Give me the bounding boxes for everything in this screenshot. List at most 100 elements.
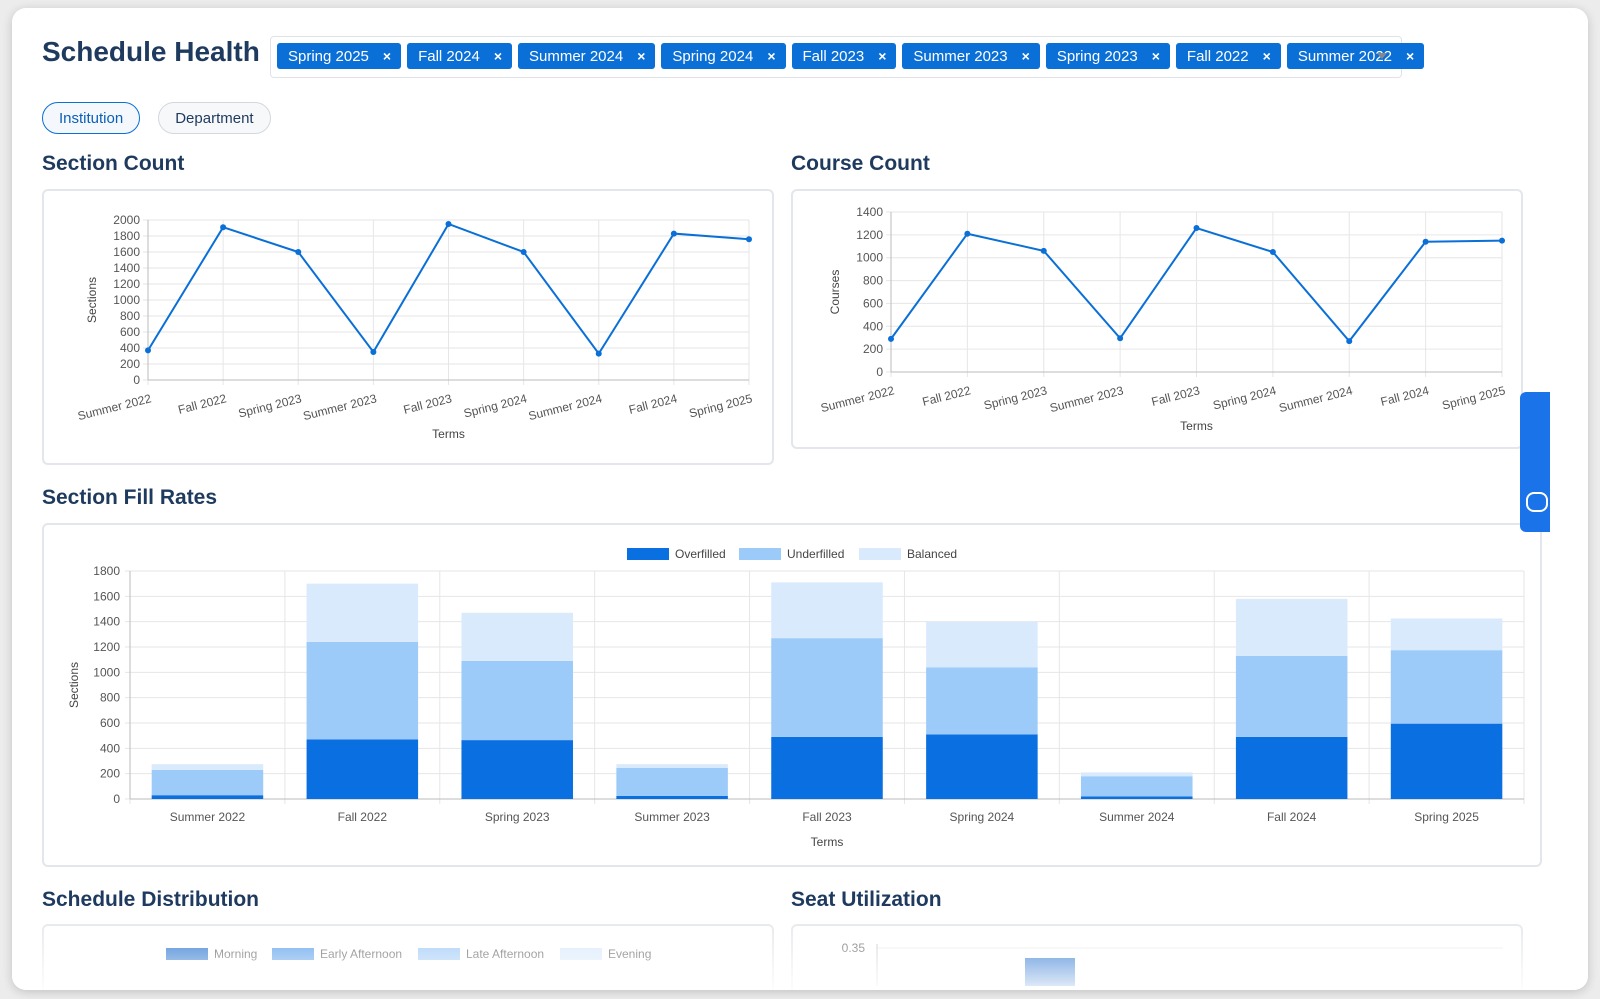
term-chip[interactable]: Fall 2022 × — [1175, 43, 1281, 69]
data-point — [520, 249, 527, 255]
bar-overfilled — [151, 795, 264, 799]
bar-underfilled — [1235, 655, 1348, 737]
x-tick-label: Spring 2024 — [950, 810, 1015, 824]
close-icon[interactable]: × — [767, 48, 776, 64]
term-chip[interactable]: Spring 2025 × — [277, 43, 402, 69]
bar-balanced — [616, 764, 728, 768]
bar-series — [1025, 958, 1075, 986]
x-tick-label: Summer 2023 — [302, 391, 379, 423]
y-tick-label: 1600 — [113, 245, 140, 259]
y-tick-label: 800 — [120, 309, 140, 323]
data-point — [220, 224, 227, 231]
term-chip[interactable]: Summer 2023 × — [902, 43, 1040, 69]
data-point — [445, 221, 452, 227]
y-tick-label: 200 — [100, 767, 120, 781]
legend-label: Underfilled — [787, 547, 844, 561]
y-tick-label: 600 — [863, 296, 883, 310]
x-axis-title: Terms — [432, 427, 465, 441]
term-filter[interactable]: Spring 2025 × Fall 2024 × Summer 2024 × Spring… — [270, 36, 1425, 78]
y-tick-label: 1400 — [93, 615, 120, 629]
bar-overfilled — [771, 736, 883, 799]
bar-overfilled — [926, 734, 1038, 799]
data-point — [1193, 225, 1200, 231]
bar-balanced — [1390, 618, 1503, 651]
scope-toggle: Institution Department — [42, 102, 271, 134]
term-chip[interactable]: Spring 2024 × — [661, 43, 786, 69]
y-tick-label: 800 — [100, 691, 120, 705]
bar-underfilled — [461, 660, 573, 741]
legend-label: Late Afternoon — [466, 947, 544, 961]
bar-balanced — [151, 764, 264, 770]
close-icon[interactable]: × — [1021, 48, 1030, 64]
data-point — [1499, 237, 1505, 244]
bar-overfilled — [1235, 736, 1348, 799]
x-tick-label: Summer 2022 — [170, 810, 246, 824]
legend-swatch — [739, 548, 781, 560]
term-chip-list: Spring 2025 × Fall 2024 × Summer 2024 × Spring… — [277, 43, 1425, 69]
term-chip[interactable]: Fall 2024 × — [407, 43, 512, 69]
bar-balanced — [461, 612, 573, 661]
x-tick-label: Summer 2024 — [1277, 383, 1354, 415]
bar-overfilled — [306, 739, 419, 799]
y-tick-label: 1800 — [113, 229, 140, 243]
x-tick-label: Fall 2022 — [921, 383, 973, 409]
y-tick-label: 1000 — [856, 251, 883, 265]
fill-rates-card: 0 200 400 600 800 1000 1200 1400 1600 1800 Summer … — [42, 523, 1542, 867]
close-icon[interactable]: × — [1151, 48, 1160, 64]
close-icon[interactable]: × — [1406, 48, 1415, 64]
y-axis-title: Sections — [85, 277, 99, 323]
close-icon[interactable]: × — [637, 48, 646, 64]
x-tick-label: Summer 2024 — [527, 391, 604, 423]
term-chip-label: Summer 2023 — [913, 47, 1008, 65]
term-chip[interactable]: Spring 2023 × — [1045, 43, 1170, 69]
schedule-distribution-title: Schedule Distribution — [42, 888, 260, 911]
department-button[interactable]: Department — [158, 102, 271, 134]
feedback-tab[interactable] — [1520, 392, 1550, 532]
term-chip-label: Summer 2024 — [529, 47, 624, 65]
section-count-chart: 0 200 400 600 800 1000 1200 1400 1600 1800 2000 Sum… — [76, 213, 754, 441]
course-count-title: Course Count — [791, 152, 930, 175]
data-point — [1040, 247, 1047, 254]
institution-button[interactable]: Institution — [42, 102, 141, 134]
term-chip[interactable]: Summer 2022 × — [1286, 43, 1425, 69]
section-count-card: 0 200 400 600 800 1000 1200 1400 1600 1800 2000 Sum… — [42, 189, 774, 465]
y-tick-label: 800 — [863, 274, 883, 288]
close-icon[interactable]: × — [878, 48, 887, 64]
schedule-distribution-chart: Morning Early Afternoon Late Afternoon Even… — [166, 947, 651, 961]
term-chip[interactable]: Summer 2024 × — [518, 43, 656, 69]
x-tick-label: Spring 2024 — [462, 391, 528, 420]
close-icon[interactable]: × — [1262, 48, 1271, 64]
y-tick-label: 0 — [133, 373, 140, 387]
legend-label: Morning — [214, 947, 257, 961]
y-tick-label: 200 — [863, 342, 883, 356]
close-icon[interactable]: × — [493, 48, 502, 64]
y-tick-label: 0.35 — [842, 941, 866, 955]
bar-balanced — [1081, 772, 1193, 777]
x-tick-label: Fall 2022 — [177, 391, 229, 417]
x-tick-label: Spring 2024 — [1211, 383, 1277, 412]
course-count-chart: 0 200 400 600 800 1000 1200 1400 Summer 2022 Fall… — [819, 205, 1507, 433]
bar-balanced — [926, 621, 1038, 668]
term-chip-label: Fall 2024 — [418, 47, 480, 65]
term-chip[interactable]: Fall 2023 × — [791, 43, 897, 69]
bar-overfilled — [461, 740, 573, 799]
data-point — [1117, 335, 1124, 342]
page-title: Schedule Health — [42, 36, 260, 67]
y-tick-label: 1000 — [113, 293, 140, 307]
close-icon[interactable]: × — [382, 48, 392, 64]
term-chip-label: Spring 2025 — [288, 47, 369, 65]
data-point — [888, 335, 894, 342]
section-count-title: Section Count — [42, 152, 185, 175]
bar-overfilled — [1390, 723, 1503, 799]
x-tick-label: Spring 2023 — [982, 383, 1048, 412]
data-point — [295, 249, 302, 255]
x-tick-label: Fall 2024 — [1379, 383, 1431, 409]
chevron-down-icon[interactable] — [1377, 53, 1387, 59]
fill-rates-chart: 0 200 400 600 800 1000 1200 1400 1600 1800 Summer … — [67, 547, 1525, 849]
x-tick-label: Fall 2022 — [338, 810, 388, 824]
data-point — [1346, 338, 1353, 345]
x-axis-title: Terms — [1180, 419, 1213, 433]
bar-balanced — [1235, 598, 1348, 656]
dashboard-window: Schedule Health Spring 2025 × Fall 2024 × Su… — [12, 8, 1588, 990]
data-point — [370, 349, 377, 355]
